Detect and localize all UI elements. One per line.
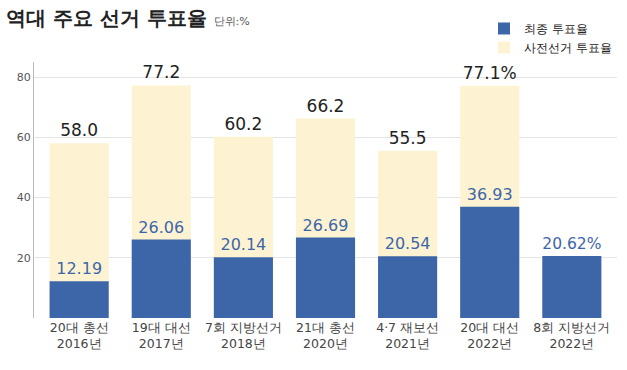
svg-text:최종 투표율: 최종 투표율 (524, 22, 588, 36)
svg-text:60.2: 60.2 (224, 114, 262, 134)
svg-text:36.93: 36.93 (467, 185, 513, 204)
svg-text:26.69: 26.69 (303, 216, 349, 235)
svg-text:7회 지방선거2018년: 7회 지방선거2018년 (205, 320, 282, 351)
svg-text:80: 80 (17, 71, 31, 84)
svg-text:66.2: 66.2 (307, 96, 345, 116)
svg-text:20대 총선2016년: 20대 총선2016년 (50, 320, 109, 351)
svg-text:60: 60 (17, 131, 31, 144)
svg-text:19대 대선2017년: 19대 대선2017년 (132, 320, 191, 351)
svg-text:사전선거 투표율: 사전선거 투표율 (524, 41, 612, 55)
svg-text:40: 40 (17, 191, 31, 204)
svg-text:21대 총선2020년: 21대 총선2020년 (296, 320, 355, 351)
svg-text:12.19: 12.19 (56, 259, 102, 278)
svg-text:20.62%: 20.62% (542, 235, 601, 253)
svg-text:77.1%: 77.1% (463, 63, 517, 83)
svg-text:20.14: 20.14 (220, 235, 266, 254)
svg-text:77.2: 77.2 (142, 62, 180, 82)
svg-text:20.54: 20.54 (385, 234, 431, 253)
svg-text:26.06: 26.06 (138, 218, 184, 237)
svg-text:8회 지방선거2022년: 8회 지방선거2022년 (533, 320, 610, 351)
svg-text:20: 20 (17, 252, 31, 265)
svg-text:역대 주요 선거 투표율 단위:%: 역대 주요 선거 투표율 단위:% (6, 6, 249, 30)
svg-text:55.5: 55.5 (389, 128, 427, 148)
svg-text:4·7 재보선2021년: 4·7 재보선2021년 (376, 320, 439, 351)
svg-text:58.0: 58.0 (60, 120, 98, 140)
svg-text:20대 대선2022년: 20대 대선2022년 (460, 320, 519, 351)
